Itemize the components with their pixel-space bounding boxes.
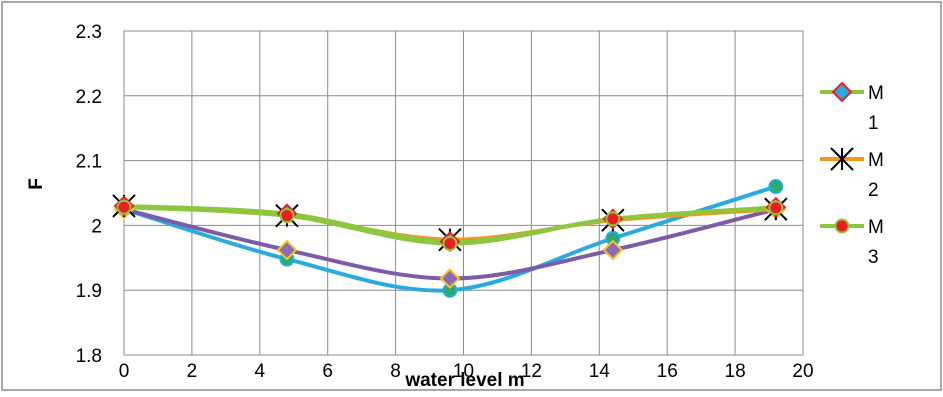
x-axis-title: water level m: [404, 370, 524, 391]
legend-label: 1: [868, 113, 879, 134]
x-tick-label: 4: [255, 361, 266, 382]
x-tick-label: 2: [187, 361, 198, 382]
x-tick-label: 8: [390, 361, 401, 382]
axes: 0 2 4 6 8 10 12 14 16 18 20 1.8 1.9 2 2.1 2.2 2.3: [76, 22, 814, 382]
legend-entry: M3: [820, 217, 884, 268]
data-point-3: [276, 239, 298, 261]
y-tick-label: 2.2: [76, 87, 102, 108]
y-tick-label: 2: [91, 216, 102, 237]
legend-label: 2: [868, 180, 879, 201]
legend-label: 3: [868, 247, 879, 268]
y-axis-title: F: [26, 178, 47, 190]
legend-marker: [830, 147, 854, 171]
legend-entry: M1: [820, 81, 884, 134]
data-point-2: [605, 211, 621, 227]
x-tick-label: 14: [589, 361, 611, 382]
legend-label: M: [868, 217, 884, 238]
y-tick-label: 2.3: [76, 22, 102, 43]
data-point-2: [279, 208, 295, 224]
legend-entry: M2: [820, 147, 884, 201]
data-point-2: [116, 199, 132, 215]
x-tick-label: 18: [725, 361, 746, 382]
data-point-3: [602, 239, 624, 261]
legend-marker: [834, 218, 850, 234]
y-tick-label: 1.8: [76, 346, 102, 367]
data-point-2: [768, 200, 784, 216]
legend-marker: [831, 81, 853, 103]
legend-label: M: [868, 150, 884, 171]
x-tick-label: 16: [657, 361, 678, 382]
x-tick-label: 12: [521, 361, 542, 382]
data-point-2: [442, 236, 458, 252]
x-tick-label: 0: [119, 361, 130, 382]
markers-group: [112, 179, 788, 298]
y-tick-label: 2.1: [76, 152, 102, 173]
x-tick-label: 20: [792, 361, 813, 382]
data-point-4: [768, 179, 784, 195]
x-tick-label: 6: [322, 361, 333, 382]
y-tick-label: 1.9: [76, 281, 102, 302]
data-point-3: [439, 268, 461, 289]
legend-label: M: [868, 83, 884, 104]
x-tick-label: 10: [453, 361, 474, 382]
